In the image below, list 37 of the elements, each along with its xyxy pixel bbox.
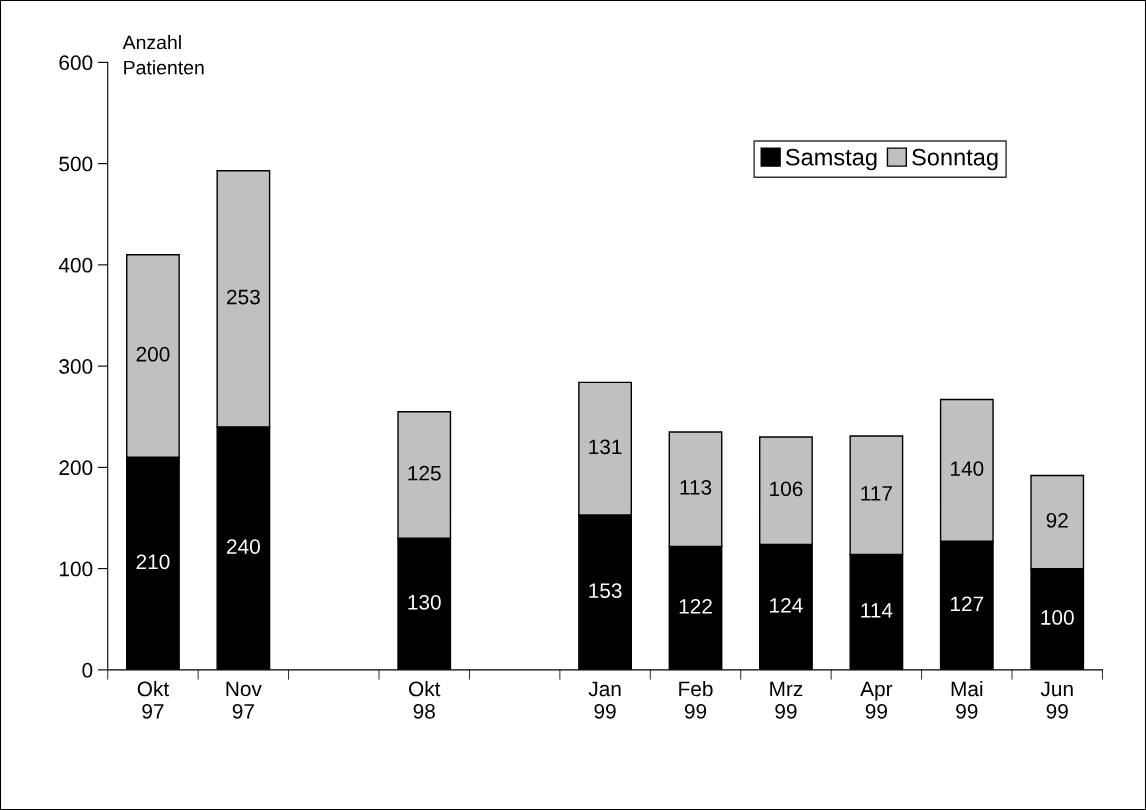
legend-label: Samstag (785, 148, 877, 171)
y-tick-label: 0 (82, 662, 93, 678)
data-label: 153 (589, 583, 622, 599)
data-label: 113 (680, 479, 712, 495)
data-label: 127 (951, 596, 984, 611)
x-tick-label: Feb 99 (679, 680, 713, 719)
data-label: 117 (861, 486, 892, 501)
y-tick-label: 400 (58, 257, 93, 273)
x-tick-label: Apr 99 (860, 681, 893, 719)
data-label: 114 (861, 603, 893, 618)
data-label: 106 (770, 481, 803, 497)
y-tick-label: 300 (59, 359, 93, 374)
data-label: 100 (1041, 610, 1074, 625)
y-tick-label: 500 (59, 156, 93, 172)
x-tick-label: Okt 98 (409, 680, 441, 719)
data-label: 131 (589, 439, 622, 455)
data-label: 124 (770, 597, 803, 613)
y-tick-label: 200 (59, 460, 93, 476)
data-label: 125 (408, 465, 441, 481)
y-tick-label: 600 (59, 55, 93, 71)
x-tick-label: Jan 99 (588, 681, 621, 719)
data-label: 210 (136, 554, 170, 570)
x-tick-label: Mrz 99 (770, 681, 803, 719)
x-tick-label: Jun 99 (1040, 681, 1073, 719)
x-tick-label: Mai 99 (951, 680, 983, 719)
data-label: 130 (408, 594, 441, 610)
y-axis-title: Anzahl Patienten (122, 35, 204, 75)
data-label: 140 (951, 461, 984, 476)
data-label: 253 (227, 289, 260, 305)
y-tick-label: 100 (59, 561, 93, 577)
x-tick-label: Okt 97 (137, 680, 169, 719)
data-label: 92 (1046, 512, 1068, 528)
data-label: 122 (679, 598, 712, 614)
data-label: 240 (227, 539, 260, 554)
data-label: 200 (136, 346, 170, 362)
x-tick-label: Nov 97 (226, 681, 262, 719)
legend-label: Sonntag (912, 148, 998, 171)
